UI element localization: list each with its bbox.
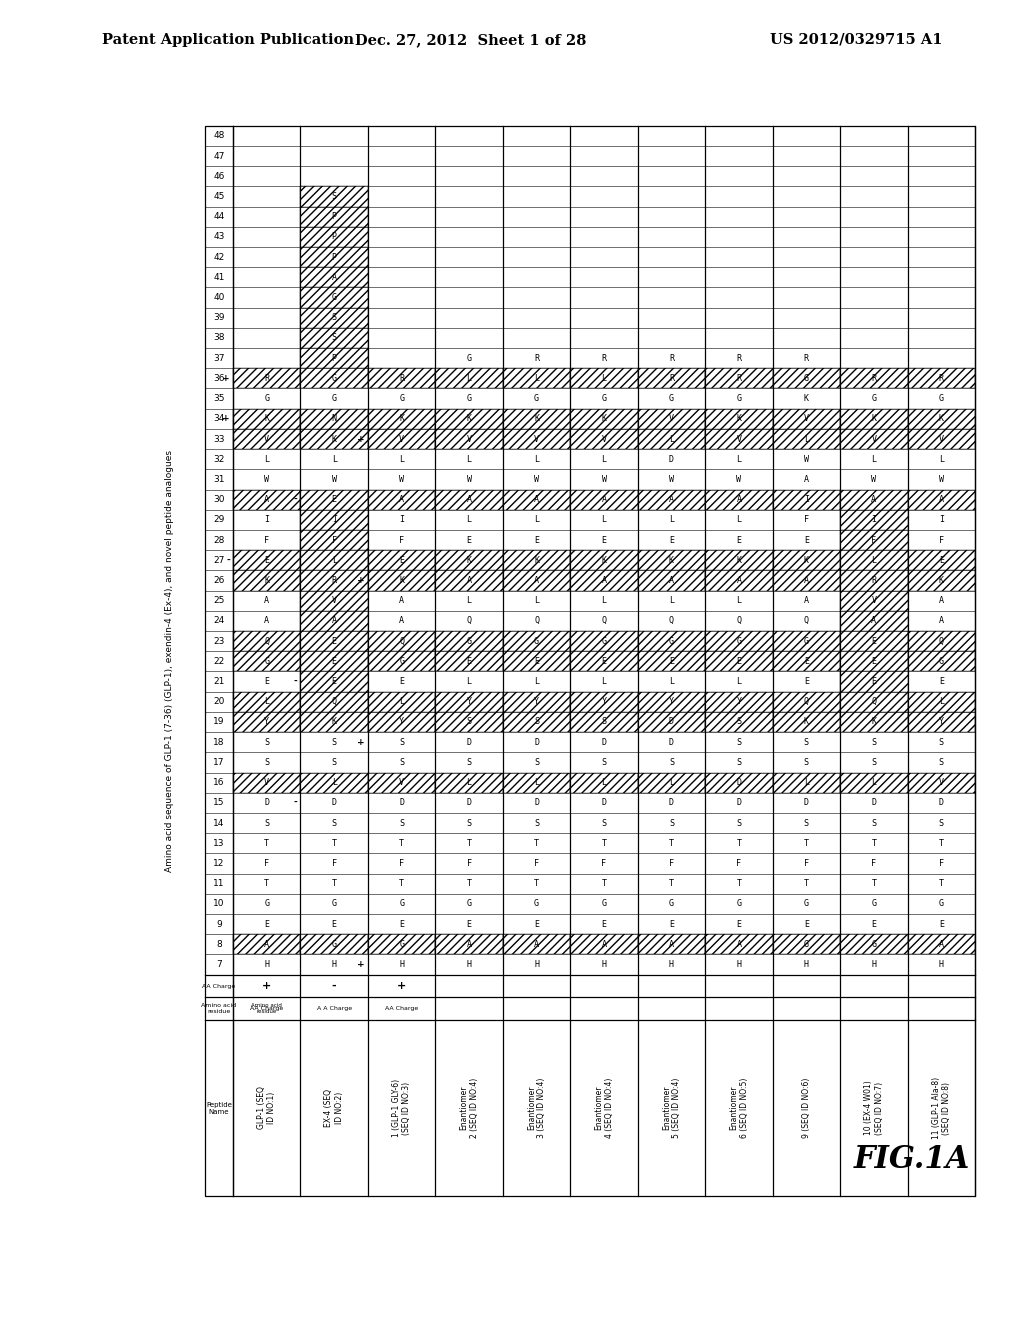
Bar: [368, 550, 435, 570]
Text: R: R: [736, 354, 741, 363]
Bar: [773, 570, 840, 590]
Text: S: S: [939, 758, 944, 767]
Bar: [706, 935, 773, 954]
Bar: [300, 490, 368, 510]
Text: F: F: [264, 536, 269, 545]
Bar: [503, 711, 570, 733]
Text: T: T: [467, 879, 472, 888]
Bar: [706, 409, 773, 429]
Text: A: A: [939, 495, 944, 504]
Text: E: E: [939, 677, 944, 686]
Text: 21: 21: [213, 677, 224, 686]
Text: G: G: [264, 899, 269, 908]
Text: A: A: [399, 495, 404, 504]
Text: L: L: [467, 777, 472, 787]
Text: I: I: [871, 515, 877, 524]
Text: I: I: [939, 515, 944, 524]
Text: Amino acid
residue: Amino acid residue: [202, 1003, 237, 1014]
Bar: [300, 429, 368, 449]
Text: K: K: [601, 414, 606, 424]
Bar: [773, 550, 840, 570]
Text: G: G: [669, 899, 674, 908]
Text: W: W: [601, 475, 606, 484]
Text: Q: Q: [467, 616, 472, 626]
Text: E: E: [736, 536, 741, 545]
Text: E: E: [871, 920, 877, 928]
Text: G: G: [467, 636, 472, 645]
Text: S: S: [399, 758, 404, 767]
Text: 45: 45: [213, 191, 224, 201]
Text: R: R: [332, 576, 337, 585]
Text: -: -: [294, 495, 297, 504]
Text: W: W: [871, 475, 877, 484]
Bar: [435, 368, 503, 388]
Text: T: T: [939, 879, 944, 888]
Text: G: G: [535, 899, 539, 908]
Text: E: E: [264, 556, 269, 565]
Text: S: S: [332, 334, 337, 342]
Text: G: G: [332, 899, 337, 908]
Text: A: A: [939, 616, 944, 626]
Text: 30: 30: [213, 495, 224, 504]
Bar: [638, 772, 706, 793]
Text: D: D: [535, 738, 539, 747]
Text: G: G: [399, 940, 404, 949]
Text: +: +: [222, 374, 230, 383]
Bar: [368, 490, 435, 510]
Text: T: T: [804, 838, 809, 847]
Text: G: G: [332, 395, 337, 403]
Text: G: G: [399, 657, 404, 665]
Bar: [233, 711, 300, 733]
Bar: [503, 651, 570, 672]
Text: A: A: [467, 495, 472, 504]
Text: P: P: [332, 252, 337, 261]
Bar: [840, 510, 907, 529]
Bar: [706, 550, 773, 570]
Text: 44: 44: [213, 213, 224, 222]
Text: G: G: [601, 636, 606, 645]
Text: S: S: [804, 818, 809, 828]
Text: GLP-1 (SEQ
ID NO:1): GLP-1 (SEQ ID NO:1): [257, 1086, 276, 1130]
Text: F: F: [535, 859, 539, 869]
Bar: [773, 772, 840, 793]
Bar: [570, 935, 638, 954]
Text: V: V: [804, 414, 809, 424]
Text: G: G: [535, 636, 539, 645]
Text: T: T: [669, 838, 674, 847]
Text: D: D: [264, 799, 269, 808]
Bar: [435, 550, 503, 570]
Text: L: L: [804, 777, 809, 787]
Text: A: A: [399, 616, 404, 626]
Text: V: V: [535, 434, 539, 444]
Text: S: S: [871, 738, 877, 747]
Text: T: T: [332, 879, 337, 888]
Text: F: F: [871, 536, 877, 545]
Text: G: G: [467, 354, 472, 363]
Text: D: D: [399, 799, 404, 808]
Text: G: G: [332, 940, 337, 949]
Text: Enantiomer
5 (SEQ ID NO:4): Enantiomer 5 (SEQ ID NO:4): [662, 1078, 681, 1138]
Text: K: K: [601, 556, 606, 565]
Text: S: S: [736, 738, 741, 747]
Text: 13: 13: [213, 838, 224, 847]
Text: L: L: [871, 454, 877, 463]
Text: L: L: [939, 454, 944, 463]
Text: K: K: [399, 414, 404, 424]
Text: A: A: [669, 576, 674, 585]
Text: H: H: [535, 960, 539, 969]
Text: Q: Q: [535, 616, 539, 626]
Text: A: A: [601, 576, 606, 585]
Bar: [638, 409, 706, 429]
Text: A: A: [467, 940, 472, 949]
Text: V: V: [871, 597, 877, 605]
Text: S: S: [939, 738, 944, 747]
Text: T: T: [264, 879, 269, 888]
Text: S: S: [535, 758, 539, 767]
Text: L: L: [535, 597, 539, 605]
Bar: [840, 935, 907, 954]
Text: G: G: [736, 636, 741, 645]
Text: T: T: [399, 879, 404, 888]
Text: H: H: [669, 960, 674, 969]
Text: 11 (GLP-1 Ala-8)
(SEQ ID NO:8): 11 (GLP-1 Ala-8) (SEQ ID NO:8): [932, 1077, 951, 1139]
Text: F: F: [804, 859, 809, 869]
